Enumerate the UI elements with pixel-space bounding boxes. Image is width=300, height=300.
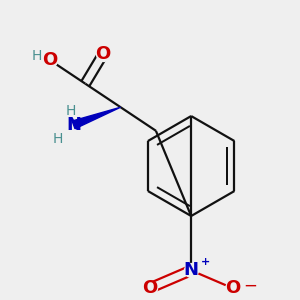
Text: O: O — [225, 279, 240, 297]
Polygon shape — [72, 107, 121, 129]
Text: O: O — [42, 51, 58, 69]
Text: H: H — [65, 103, 76, 118]
Text: −: − — [243, 277, 257, 295]
Text: H: H — [32, 49, 42, 63]
Text: N: N — [66, 116, 81, 134]
Text: H: H — [52, 132, 63, 146]
Text: O: O — [142, 279, 158, 297]
Text: +: + — [201, 257, 210, 267]
Text: N: N — [184, 261, 199, 279]
Text: O: O — [95, 45, 111, 63]
